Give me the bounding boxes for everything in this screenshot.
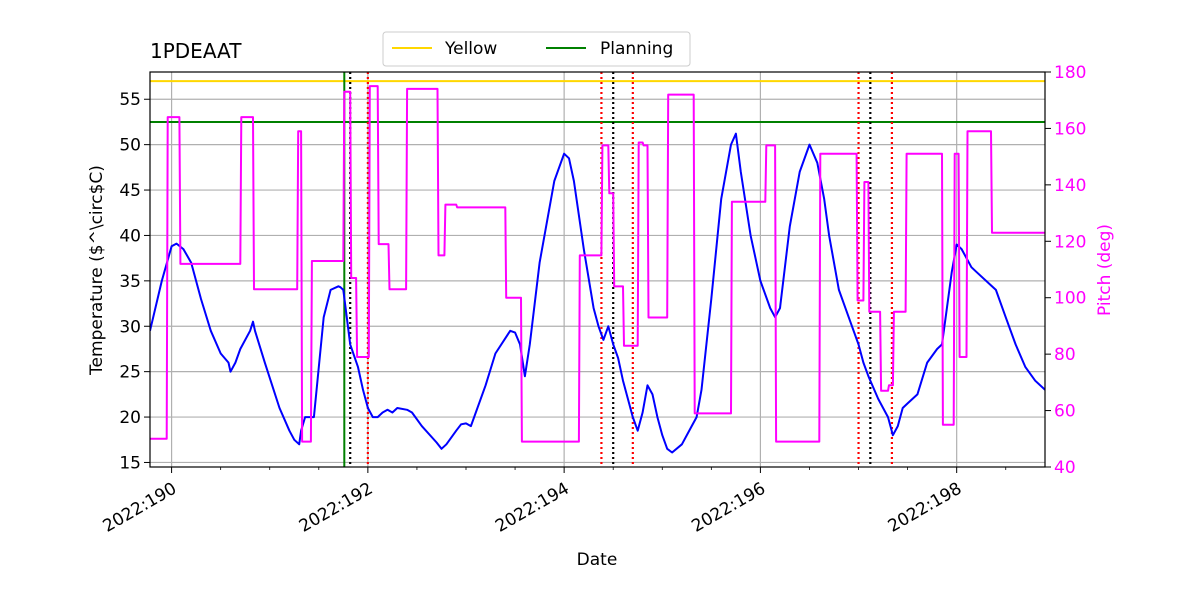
grid [150, 72, 1045, 467]
x-axis-label: Date [577, 550, 618, 570]
legend-label-yellow: Yellow [444, 39, 497, 59]
y2-tick-label: 120 [1054, 232, 1086, 252]
legend-label-planning: Planning [600, 39, 673, 59]
y2-tick-label: 160 [1054, 119, 1086, 139]
legend-box [382, 31, 691, 67]
y-tick-label: 50 [119, 136, 141, 156]
y2-tick-label: 180 [1054, 63, 1086, 83]
y-tick-label: 15 [119, 453, 141, 473]
plot-area [150, 72, 1045, 467]
y-tick-label: 45 [119, 181, 141, 201]
y2-tick-label: 40 [1054, 458, 1076, 478]
plot-frame [149, 71, 1046, 468]
y2-tick-label: 140 [1054, 176, 1086, 196]
y-tick-label: 25 [119, 363, 141, 383]
y2-tick-label: 100 [1054, 289, 1086, 309]
y2-tick-label: 60 [1054, 402, 1076, 422]
chart-title: 1PDEAAT [150, 39, 242, 63]
y2-axis-label: Pitch (deg) [1095, 224, 1115, 316]
y-axis-label: Temperature ($^\circ$C) [87, 165, 107, 376]
y-tick-label: 30 [119, 317, 141, 337]
y-tick-label: 35 [119, 272, 141, 292]
y-tick-label: 55 [119, 90, 141, 110]
legend: Yellow Planning [382, 31, 691, 67]
y-tick-label: 40 [119, 226, 141, 246]
pitch-series-line [150, 85, 1045, 443]
y2-tick-label: 80 [1054, 345, 1076, 365]
y-tick-label: 20 [119, 408, 141, 428]
